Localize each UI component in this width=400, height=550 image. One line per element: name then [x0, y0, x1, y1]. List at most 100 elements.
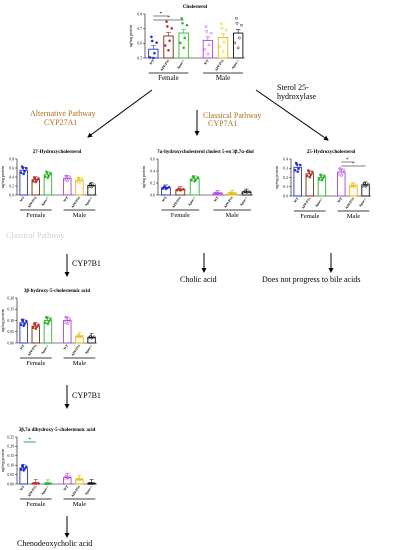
data-point — [75, 180, 79, 183]
group-label-male: Male — [216, 74, 230, 82]
bar — [63, 177, 72, 196]
data-point — [23, 170, 26, 173]
y-axis-label: ng/mg protein — [141, 166, 146, 189]
data-point — [76, 333, 80, 337]
data-point — [228, 191, 232, 195]
data-point — [178, 189, 182, 192]
group-label-female: Female — [26, 212, 45, 219]
alt-pathway-label: Alternative Pathway — [30, 109, 96, 118]
data-point — [92, 335, 96, 339]
category-label: APP/PS1 — [27, 485, 38, 498]
data-point — [22, 172, 26, 176]
bar — [349, 185, 358, 197]
data-point — [68, 475, 72, 479]
data-point — [92, 482, 96, 485]
cheno-label: Chenodeoxycholic acid — [17, 539, 93, 548]
data-point — [350, 182, 354, 186]
data-point — [323, 174, 326, 178]
data-point — [150, 35, 153, 39]
data-point — [309, 173, 313, 177]
data-point — [163, 44, 167, 47]
data-point — [248, 190, 251, 194]
data-point — [65, 179, 69, 183]
data-point — [366, 182, 370, 186]
data-point — [37, 177, 40, 180]
data-point — [37, 482, 40, 485]
group-label-female: Female — [26, 501, 45, 508]
data-point — [90, 336, 93, 340]
data-point — [349, 185, 353, 189]
category-label: APP/PS1 — [344, 197, 355, 210]
significance-star: * — [352, 162, 355, 167]
category-label: WT — [63, 195, 70, 203]
data-point — [89, 183, 92, 186]
category-label: Apoe-/- — [84, 196, 93, 207]
category-label: APP/PS1 — [27, 344, 38, 357]
data-point — [47, 320, 51, 323]
y-tick-label: 0.3 — [283, 167, 288, 171]
group-label-female: Female — [26, 360, 45, 367]
data-point — [222, 40, 226, 44]
data-point — [338, 166, 342, 170]
group-label-male: Male — [225, 212, 238, 219]
data-point — [78, 335, 81, 339]
data-point — [90, 482, 93, 485]
data-point — [181, 21, 184, 25]
data-point — [240, 23, 243, 27]
data-point — [22, 469, 26, 472]
data-point — [352, 186, 355, 189]
data-point — [185, 23, 189, 27]
category-label: WT — [337, 196, 344, 204]
y-axis-label: ng/mg protein — [0, 166, 5, 189]
data-point — [351, 183, 354, 187]
data-point — [64, 174, 68, 178]
data-point — [90, 185, 93, 189]
bar — [361, 184, 370, 197]
y-tick-label: 0.0 — [150, 193, 155, 197]
arrow-to-25oh — [255, 89, 329, 141]
data-point — [305, 174, 309, 178]
data-point — [46, 322, 50, 326]
category-label: WT — [213, 195, 220, 203]
data-point — [78, 181, 81, 184]
chart-5: 3β-hydroxy-5-cholestenoic acid 0.00 0.05 0.… — [0, 289, 97, 367]
y-tick-label: 0.20 — [7, 445, 14, 449]
y-tick-label: 0.8 — [137, 12, 142, 16]
y-tick-label: 0.1 — [283, 185, 288, 189]
data-point — [34, 327, 38, 331]
data-point — [218, 45, 222, 49]
data-point — [32, 176, 36, 179]
data-point — [183, 36, 187, 40]
chart-title: 7α-hydroxycholesterol cholest 5-en 3β,7α… — [157, 150, 254, 155]
y-tick-label: 0.2 — [150, 181, 155, 185]
data-point — [148, 56, 152, 59]
no-bile-label: Does not progress to bile acids — [262, 275, 361, 284]
y-tick-label: 0.05 — [7, 473, 14, 477]
chart-title: 3β-hydroxy-5-cholestenoic acid — [24, 289, 91, 294]
category-label: APP/PS1 — [70, 485, 81, 498]
data-point — [43, 321, 47, 325]
category-label: WT — [161, 195, 168, 203]
bar — [178, 32, 189, 59]
category-label: APP/PS1 — [171, 196, 182, 209]
data-point — [37, 323, 40, 327]
data-point — [20, 165, 24, 168]
data-point — [234, 16, 238, 20]
data-point — [161, 187, 165, 190]
y-tick-label: 0.8 — [9, 157, 14, 161]
group-label-male: Male — [73, 212, 86, 219]
chart-4: 25-Hydroxycholesterol 0.0 0.1 0.2 0.3 0.4 ng/m… — [274, 150, 371, 220]
category-label: WT — [149, 58, 156, 66]
data-point — [153, 51, 156, 55]
data-point — [340, 171, 344, 175]
data-point — [167, 48, 170, 52]
data-point — [337, 173, 341, 176]
category-label: WT — [19, 484, 26, 492]
data-point — [168, 39, 171, 43]
chart-3: 7α-hydroxycholesterol cholest 5-en 3β,7α… — [141, 150, 254, 219]
data-point — [19, 171, 23, 175]
data-point — [170, 27, 174, 30]
data-point — [32, 482, 36, 485]
data-point — [45, 315, 48, 319]
category-label: WT — [63, 343, 70, 351]
